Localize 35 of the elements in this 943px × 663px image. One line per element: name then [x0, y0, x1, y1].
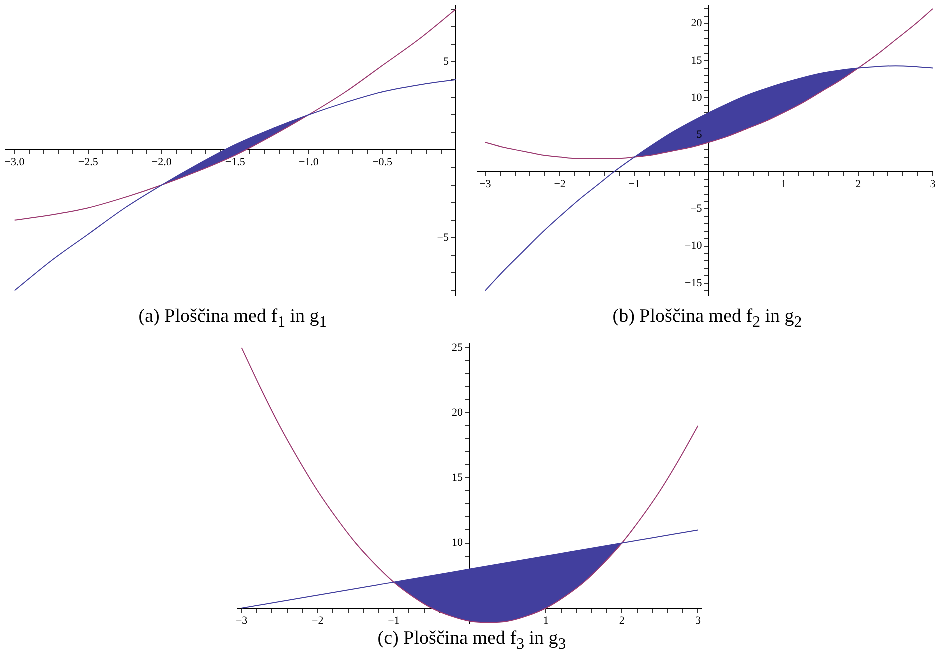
- y-tick-label: −5: [690, 203, 703, 216]
- y-tick-label: 25: [452, 342, 464, 354]
- x-tick-label: −1.5: [225, 156, 246, 169]
- x-tick-label: −2.0: [152, 156, 172, 169]
- x-tick-label: −2: [312, 614, 324, 627]
- x-tick-label: 1: [543, 614, 549, 627]
- x-tick-label: −2.5: [78, 156, 99, 169]
- x-tick-label: −1: [628, 178, 640, 191]
- x-tick-label: 2: [856, 178, 862, 191]
- x-tick-label: 1: [781, 178, 787, 191]
- y-tick-label: −5: [437, 232, 450, 244]
- x-tick-label: −0.5: [372, 156, 393, 169]
- line-series: [484, 8, 933, 160]
- x-tick-label: −3.0: [4, 156, 26, 169]
- x-tick-label: 2: [619, 614, 625, 627]
- x-tick-label: −2: [554, 178, 566, 191]
- y-tick-label: 15: [691, 54, 703, 67]
- y-tick-label: 20: [452, 406, 464, 419]
- x-tick-label: −1.0: [298, 156, 320, 169]
- x-tick-label: 3: [930, 178, 936, 191]
- x-tick-label: 3: [695, 614, 702, 627]
- y-tick-label: 20: [691, 18, 703, 30]
- text: (a) Ploščina med f$_{1}$ in g$_{1}$: [138, 306, 328, 332]
- y-tick-label: 5: [444, 56, 450, 68]
- y-tick-label: −15: [685, 277, 703, 290]
- y-tick-label: 10: [452, 537, 464, 550]
- y-tick-label: 15: [452, 472, 464, 484]
- x-tick-label: −3: [480, 178, 492, 191]
- y-tick-label: 10: [691, 92, 703, 104]
- text: (c) Ploščina med f$_{3}$ in g$_{3}$: [376, 628, 568, 654]
- y-tick-label: −10: [685, 240, 703, 252]
- y-tick-label: 5: [696, 128, 703, 141]
- x-tick-label: −1: [388, 614, 400, 627]
- x-tick-label: −3: [236, 614, 248, 627]
- text: (b) Ploščina med f$_{2}$ in g$_{2}$: [612, 306, 804, 332]
